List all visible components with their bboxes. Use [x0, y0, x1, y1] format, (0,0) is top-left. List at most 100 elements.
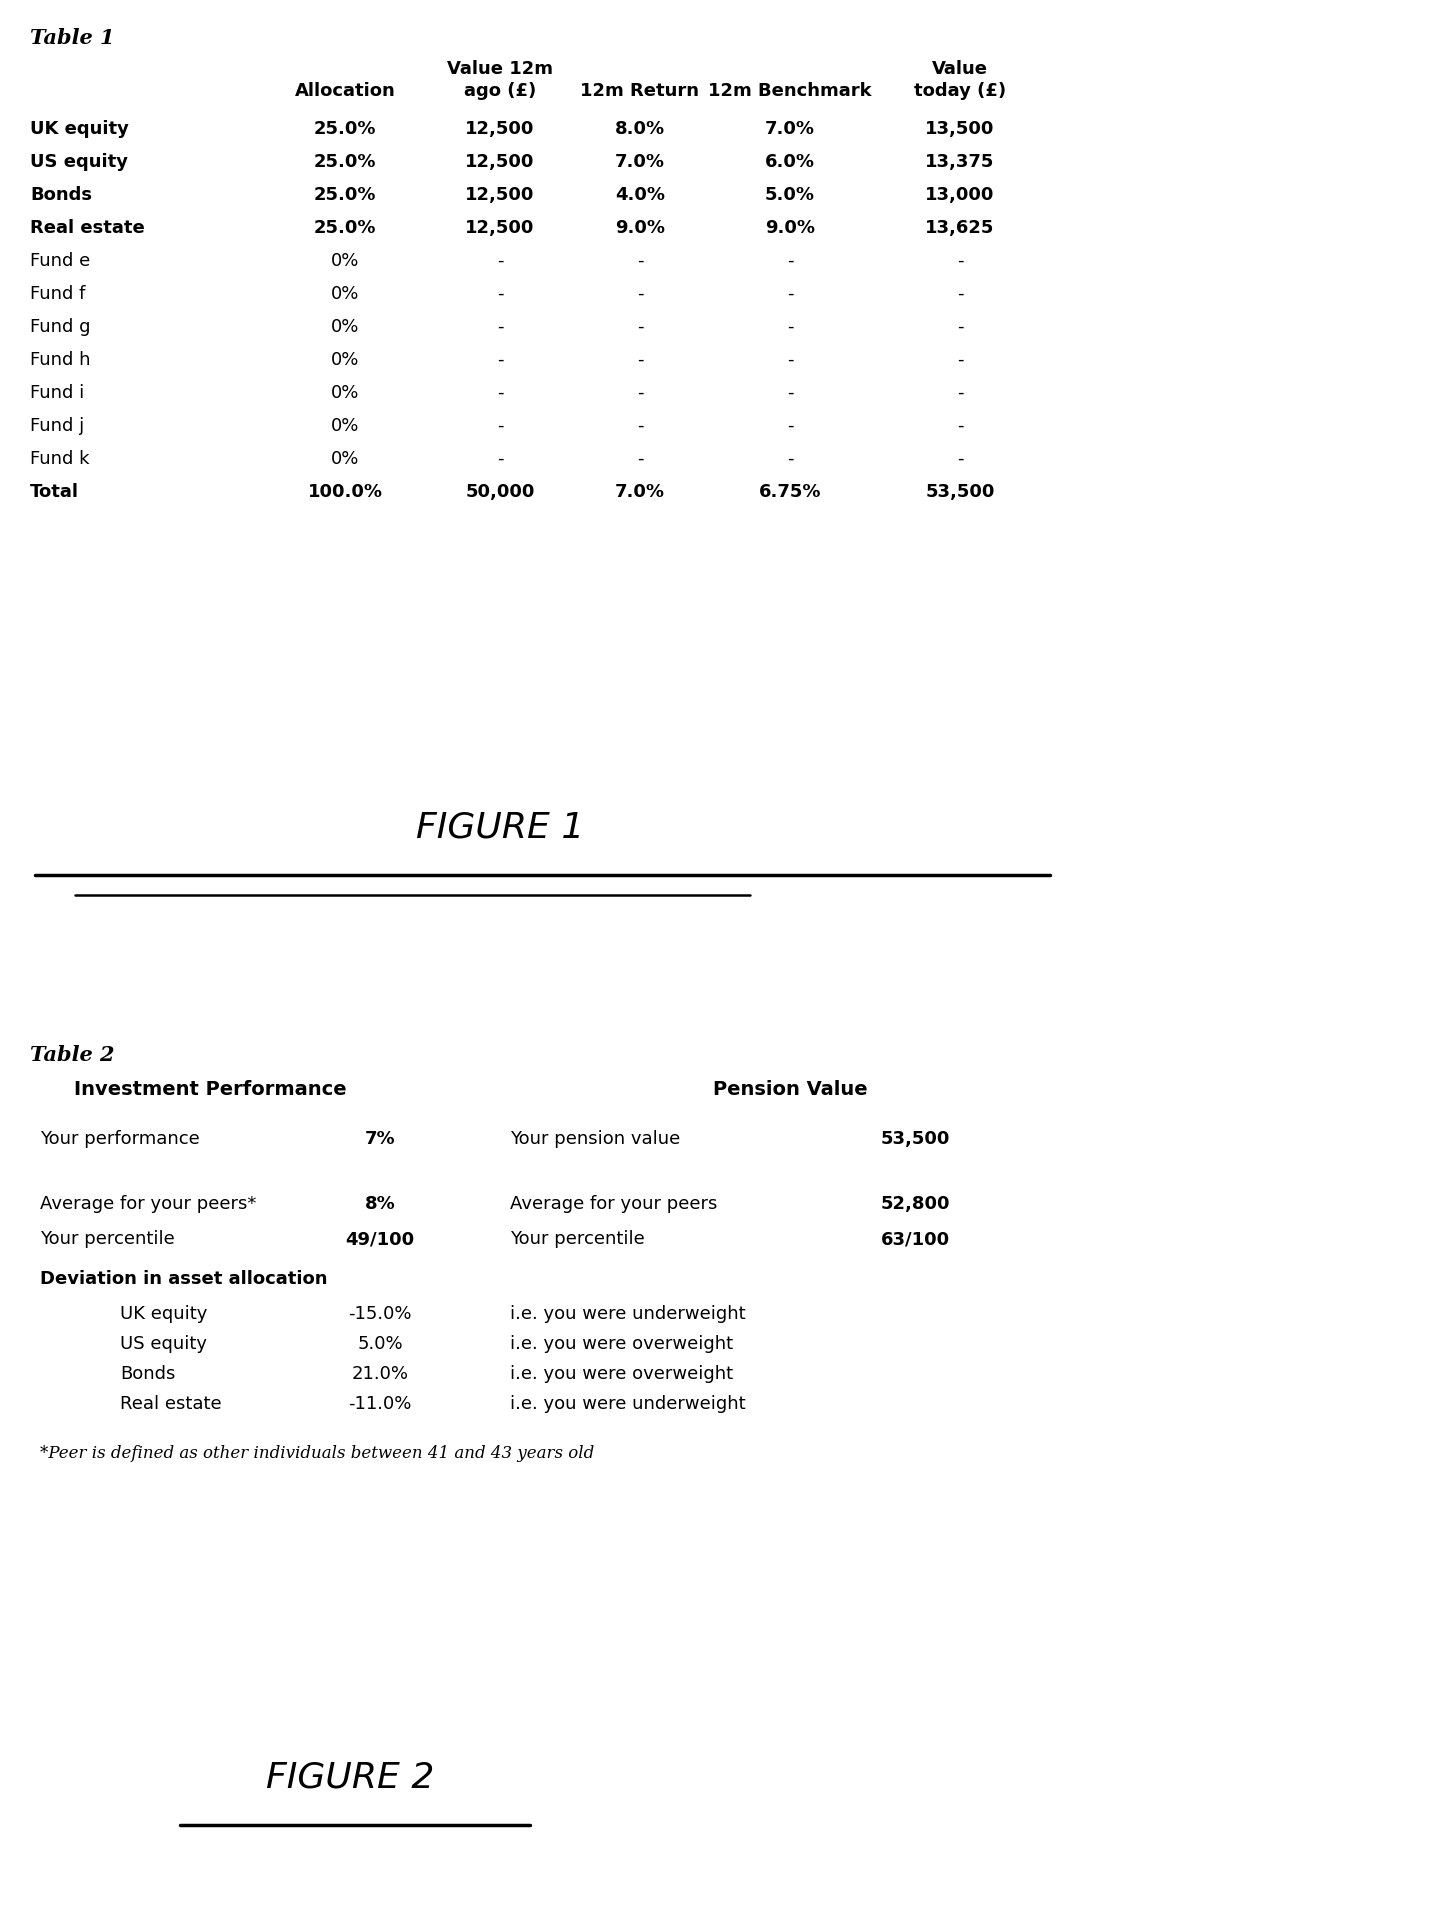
- Text: Fund e: Fund e: [30, 252, 91, 269]
- Text: Fund j: Fund j: [30, 416, 85, 435]
- Text: -: -: [637, 351, 644, 368]
- Text: ago (£): ago (£): [464, 82, 536, 99]
- Text: Your percentile: Your percentile: [510, 1229, 645, 1248]
- Text: 0%: 0%: [331, 319, 359, 336]
- Text: Real estate: Real estate: [30, 220, 145, 237]
- Text: 21.0%: 21.0%: [352, 1365, 408, 1382]
- Text: Value 12m: Value 12m: [447, 59, 553, 78]
- Text: -: -: [497, 351, 503, 368]
- Text: Fund i: Fund i: [30, 384, 85, 403]
- Text: -: -: [786, 384, 793, 403]
- Text: Average for your peers: Average for your peers: [510, 1195, 717, 1212]
- Text: i.e. you were overweight: i.e. you were overweight: [510, 1334, 733, 1353]
- Text: -: -: [637, 416, 644, 435]
- Text: 9.0%: 9.0%: [615, 220, 665, 237]
- Text: FIGURE 1: FIGURE 1: [415, 809, 585, 844]
- Text: -: -: [637, 284, 644, 304]
- Text: -: -: [957, 284, 963, 304]
- Text: -: -: [786, 416, 793, 435]
- Text: 7.0%: 7.0%: [615, 153, 665, 172]
- Text: -: -: [786, 351, 793, 368]
- Text: -: -: [786, 451, 793, 468]
- Text: Allocation: Allocation: [295, 82, 395, 99]
- Text: -: -: [497, 384, 503, 403]
- Text: 49/100: 49/100: [345, 1229, 414, 1248]
- Text: 8%: 8%: [365, 1195, 395, 1212]
- Text: Your percentile: Your percentile: [40, 1229, 175, 1248]
- Text: today (£): today (£): [914, 82, 1006, 99]
- Text: -: -: [637, 252, 644, 269]
- Text: -: -: [497, 416, 503, 435]
- Text: -15.0%: -15.0%: [348, 1306, 412, 1323]
- Text: UK equity: UK equity: [121, 1306, 207, 1323]
- Text: Your performance: Your performance: [40, 1130, 200, 1147]
- Text: Investment Performance: Investment Performance: [73, 1080, 346, 1100]
- Text: -: -: [786, 284, 793, 304]
- Text: i.e. you were overweight: i.e. you were overweight: [510, 1365, 733, 1382]
- Text: 25.0%: 25.0%: [313, 185, 376, 204]
- Text: 4.0%: 4.0%: [615, 185, 665, 204]
- Text: US equity: US equity: [30, 153, 128, 172]
- Text: UK equity: UK equity: [30, 120, 129, 137]
- Text: 0%: 0%: [331, 451, 359, 468]
- Text: 7.0%: 7.0%: [764, 120, 815, 137]
- Text: 12,500: 12,500: [466, 120, 535, 137]
- Text: i.e. you were underweight: i.e. you were underweight: [510, 1306, 746, 1323]
- Text: -: -: [637, 384, 644, 403]
- Text: 0%: 0%: [331, 384, 359, 403]
- Text: -: -: [957, 319, 963, 336]
- Text: Fund g: Fund g: [30, 319, 91, 336]
- Text: *Peer is defined as other individuals between 41 and 43 years old: *Peer is defined as other individuals be…: [40, 1445, 595, 1462]
- Text: Table 2: Table 2: [30, 1044, 115, 1065]
- Text: 0%: 0%: [331, 351, 359, 368]
- Text: 13,375: 13,375: [925, 153, 994, 172]
- Text: 12m Benchmark: 12m Benchmark: [708, 82, 872, 99]
- Text: Value: Value: [933, 59, 989, 78]
- Text: -: -: [957, 384, 963, 403]
- Text: 13,625: 13,625: [925, 220, 994, 237]
- Text: -: -: [957, 351, 963, 368]
- Text: 8.0%: 8.0%: [615, 120, 665, 137]
- Text: US equity: US equity: [121, 1334, 207, 1353]
- Text: -: -: [957, 252, 963, 269]
- Text: 7%: 7%: [365, 1130, 395, 1147]
- Text: -: -: [497, 451, 503, 468]
- Text: 12,500: 12,500: [466, 220, 535, 237]
- Text: 25.0%: 25.0%: [313, 120, 376, 137]
- Text: -: -: [957, 451, 963, 468]
- Text: 9.0%: 9.0%: [764, 220, 815, 237]
- Text: 25.0%: 25.0%: [313, 220, 376, 237]
- Text: 13,500: 13,500: [925, 120, 994, 137]
- Text: Fund k: Fund k: [30, 451, 89, 468]
- Text: FIGURE 2: FIGURE 2: [266, 1760, 434, 1794]
- Text: 12,500: 12,500: [466, 185, 535, 204]
- Text: -: -: [497, 319, 503, 336]
- Text: -: -: [637, 319, 644, 336]
- Text: -11.0%: -11.0%: [348, 1395, 411, 1413]
- Text: Deviation in asset allocation: Deviation in asset allocation: [40, 1269, 328, 1289]
- Text: -: -: [497, 252, 503, 269]
- Text: 12,500: 12,500: [466, 153, 535, 172]
- Text: Fund f: Fund f: [30, 284, 85, 304]
- Text: Bonds: Bonds: [121, 1365, 175, 1382]
- Text: 0%: 0%: [331, 416, 359, 435]
- Text: 5.0%: 5.0%: [764, 185, 815, 204]
- Text: -: -: [637, 451, 644, 468]
- Text: Your pension value: Your pension value: [510, 1130, 680, 1147]
- Text: Table 1: Table 1: [30, 29, 115, 48]
- Text: 53,500: 53,500: [881, 1130, 950, 1147]
- Text: 5.0%: 5.0%: [358, 1334, 402, 1353]
- Text: -: -: [957, 416, 963, 435]
- Text: -: -: [497, 284, 503, 304]
- Text: 0%: 0%: [331, 284, 359, 304]
- Text: Real estate: Real estate: [121, 1395, 221, 1413]
- Text: 63/100: 63/100: [881, 1229, 950, 1248]
- Text: 25.0%: 25.0%: [313, 153, 376, 172]
- Text: 100.0%: 100.0%: [308, 483, 382, 500]
- Text: Average for your peers*: Average for your peers*: [40, 1195, 256, 1212]
- Text: 52,800: 52,800: [881, 1195, 950, 1212]
- Text: 13,000: 13,000: [925, 185, 994, 204]
- Text: -: -: [786, 319, 793, 336]
- Text: -: -: [786, 252, 793, 269]
- Text: 12m Return: 12m Return: [581, 82, 700, 99]
